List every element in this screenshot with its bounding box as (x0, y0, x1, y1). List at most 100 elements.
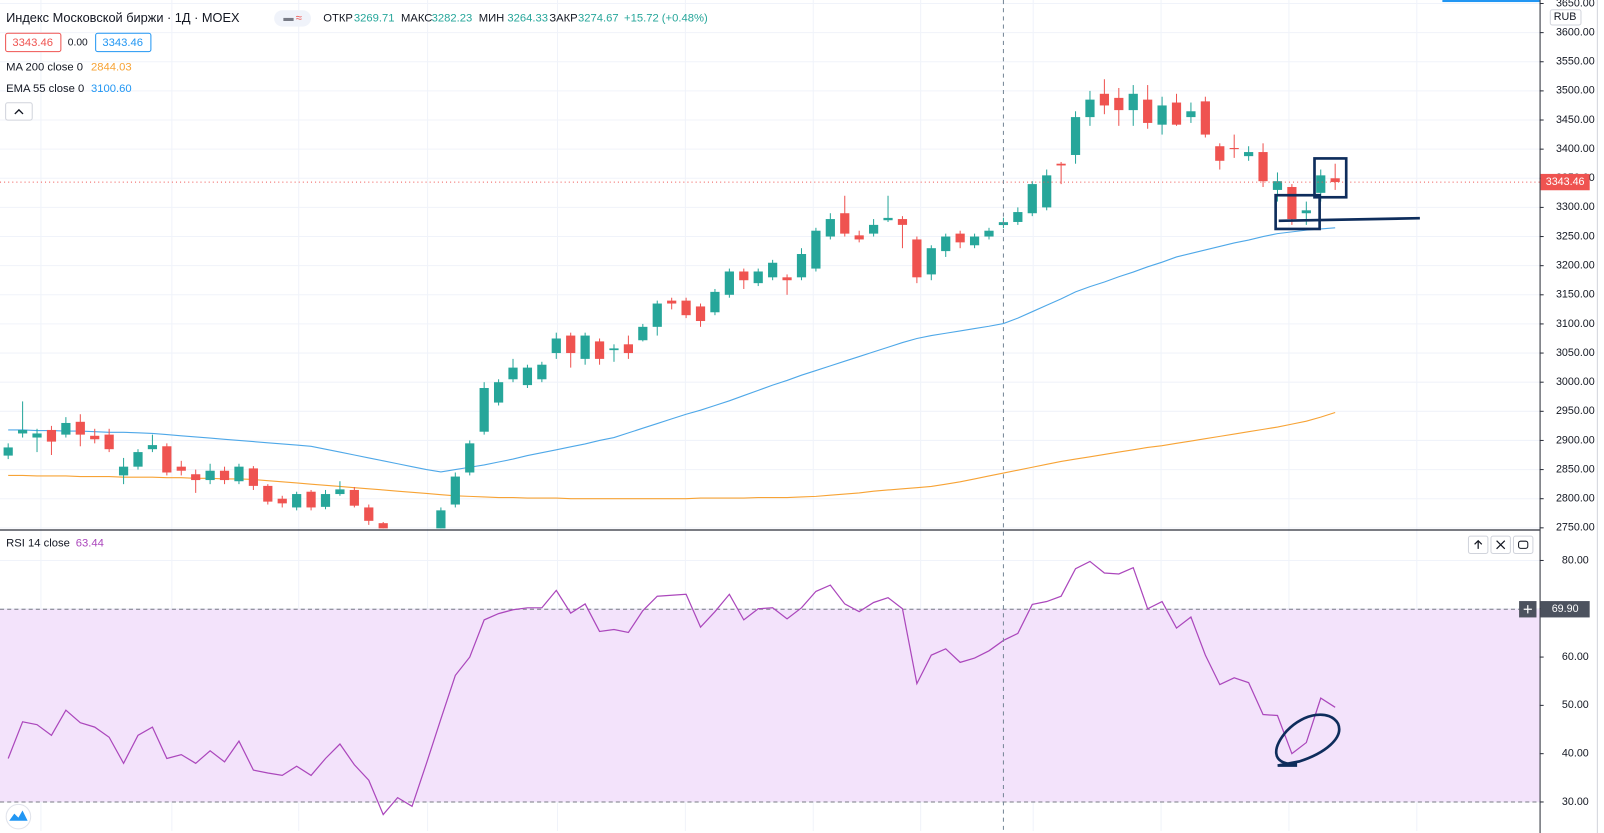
candle-body (306, 491, 316, 508)
candle-body (118, 466, 129, 476)
candle-body (90, 435, 100, 440)
ohlc-value: 3269.71 (354, 12, 395, 24)
candle-body (566, 335, 576, 354)
candle-body (1085, 99, 1095, 118)
candle-body (277, 498, 287, 504)
candle-body (1330, 178, 1340, 183)
axis-layer: 2750.00 2800.00 2850.00 2900.00 2950.00 3000.… (1002, 0, 1595, 831)
toggle-buttons[interactable] (274, 10, 311, 27)
sell-price: 3343.46 (12, 37, 53, 49)
rsi-band (0, 609, 1540, 802)
candle-body (1244, 152, 1254, 157)
rsi-title: RSI 14 close (6, 538, 70, 550)
annotation-box (1313, 157, 1348, 199)
candle-body (479, 388, 489, 432)
y-tick-label: 3050.00 (1556, 347, 1595, 359)
annotation-ellipse (1274, 713, 1341, 767)
y-tick-label: 2850.00 (1556, 463, 1595, 475)
y-tick-label: 3300.00 (1556, 201, 1595, 213)
candle-body (292, 494, 302, 508)
candle-body (364, 507, 374, 521)
rsi-line (7, 560, 1336, 816)
icon (1496, 540, 1506, 550)
ohlc-value: 3274.67 (578, 12, 619, 24)
symbol-title: Индекс Московской биржи · 1Д · MOEX (6, 10, 240, 25)
legend-value: 2844.03 (91, 61, 132, 73)
candle-body (522, 367, 533, 386)
y-tick-label: 3600.00 (1556, 26, 1595, 38)
price-pane (0, 79, 1540, 529)
toggle-icon: ▬ (283, 13, 294, 24)
y-tick-label: 3200.00 (1556, 259, 1595, 271)
candle-body (1099, 93, 1109, 106)
candle-body (1070, 117, 1081, 155)
candle-body (537, 364, 547, 380)
candle-body (652, 303, 662, 327)
candle-body (1186, 111, 1196, 118)
candle-body (594, 341, 605, 359)
candle-body (768, 262, 778, 278)
candle-body (133, 452, 143, 467)
y-tick-label: 2900.00 (1556, 434, 1595, 446)
candle-body (1171, 102, 1182, 125)
candle-body (897, 219, 908, 225)
candle-body (1200, 101, 1210, 135)
candle-body (551, 338, 561, 354)
maximize-button[interactable] (1512, 535, 1534, 554)
candle-body (1157, 105, 1167, 125)
y-tick-label: 30.00 (1562, 796, 1589, 808)
candle-body (969, 236, 980, 246)
annotation-line (1278, 216, 1420, 223)
candle-body (796, 254, 807, 278)
candle-body (941, 236, 951, 252)
candle-body (825, 219, 835, 237)
spread: 0.00 (68, 38, 88, 49)
ohlc-label: МИН (479, 12, 505, 24)
candle-body (1114, 97, 1124, 111)
candle-body (609, 348, 619, 351)
candle-body (3, 447, 13, 456)
collapse-button[interactable] (5, 102, 33, 121)
candle-body (263, 485, 273, 502)
candle-body (335, 489, 345, 495)
y-tick-label: 2800.00 (1556, 493, 1595, 505)
change: +15.72 (+0.48%) (624, 12, 708, 24)
candle-body (753, 271, 763, 284)
candle-body (710, 291, 720, 313)
candle-body (104, 434, 114, 450)
y-tick-label: 2950.00 (1556, 405, 1595, 417)
candle-body (18, 429, 28, 434)
candle-body (46, 429, 57, 442)
candle-body (1272, 181, 1283, 190)
buy-price: 3343.46 (102, 37, 143, 49)
candle-body (248, 468, 258, 486)
logo[interactable] (5, 803, 32, 830)
candle-body (1258, 152, 1268, 182)
buy-button[interactable] (95, 32, 152, 53)
y-tick-label: 3450.00 (1556, 114, 1595, 126)
y-tick-label: 3000.00 (1556, 376, 1595, 388)
icon (1474, 539, 1483, 549)
candle-body (724, 271, 734, 295)
candle-body (508, 367, 518, 380)
candle-body (1128, 93, 1138, 111)
candle-body (623, 344, 634, 354)
candle-body (1143, 99, 1153, 123)
y-tick-label: 3100.00 (1556, 318, 1595, 330)
candle-body (869, 224, 879, 234)
candle-body (1013, 212, 1023, 222)
candle-body (739, 271, 749, 281)
y-tick-label: 3150.00 (1556, 289, 1595, 301)
candle-body (1301, 210, 1311, 214)
sell-button[interactable] (5, 32, 62, 53)
legend-name: EMA 55 close 0 (6, 83, 84, 95)
legend-value: 3100.60 (91, 83, 132, 95)
ohlc-label: МАКС (401, 12, 432, 24)
candle-body (811, 230, 821, 269)
candle-body (162, 446, 172, 473)
legend-name: MA 200 close 0 (6, 61, 83, 73)
candle-body (854, 235, 864, 240)
candle-body (191, 474, 201, 481)
icon (1518, 540, 1529, 549)
